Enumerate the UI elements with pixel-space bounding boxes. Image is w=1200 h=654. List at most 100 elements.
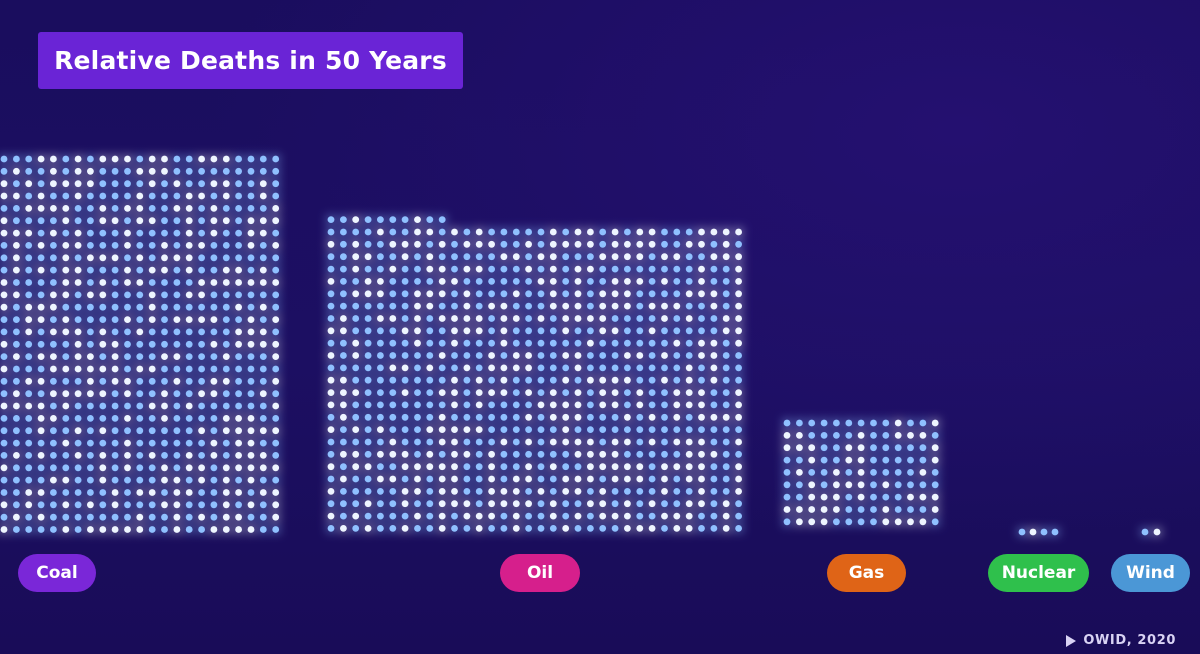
dot-coal	[222, 242, 230, 249]
dot-coal	[235, 155, 243, 163]
dot-gas	[820, 493, 828, 501]
dot-oil	[562, 438, 570, 446]
dot-coal	[173, 242, 181, 249]
dot-coal	[50, 155, 57, 163]
dot-coal	[222, 279, 230, 286]
dot-coal	[210, 167, 218, 175]
dot-oil	[549, 475, 557, 483]
dot-oil	[587, 265, 594, 273]
dot-oil	[327, 339, 335, 347]
dot-coal	[161, 501, 168, 509]
dot-oil	[624, 352, 631, 359]
dot-oil	[685, 302, 693, 310]
dot-oil	[401, 339, 409, 347]
dot-oil	[500, 426, 508, 433]
dot-oil	[389, 265, 397, 273]
dot-oil	[698, 512, 705, 520]
dot-oil	[377, 364, 384, 372]
dot-coal	[25, 427, 33, 435]
dot-coal	[136, 476, 144, 484]
dot-oil	[611, 401, 619, 409]
dot-oil	[340, 376, 347, 384]
dot-oil	[475, 413, 483, 421]
dot-coal	[111, 328, 119, 336]
dot-coal	[0, 328, 8, 336]
dot-gas	[870, 469, 877, 476]
dot-oil	[673, 389, 681, 396]
dot-coal	[247, 192, 255, 200]
dot-oil	[648, 389, 656, 396]
dot-oil	[451, 265, 458, 273]
dot-coal	[185, 340, 193, 348]
dot-coal	[0, 513, 8, 521]
dot-oil	[735, 302, 742, 310]
dot-oil	[624, 228, 631, 236]
dot-oil	[549, 315, 557, 322]
dot-oil	[562, 339, 570, 347]
dot-oil	[599, 389, 607, 396]
dot-coal	[247, 365, 255, 373]
dot-oil	[710, 352, 718, 359]
dot-oil	[389, 500, 397, 508]
dot-oil	[661, 315, 668, 322]
dot-oil	[327, 401, 335, 409]
dot-oil	[722, 401, 730, 409]
dot-oil	[512, 352, 520, 359]
dot-oil	[500, 228, 508, 236]
dot-oil	[340, 525, 347, 532]
dot-oil	[599, 376, 607, 384]
dot-gas	[857, 469, 865, 476]
dot-oil	[611, 290, 619, 298]
dot-oil	[389, 364, 397, 372]
dot-coal	[25, 155, 33, 163]
dot-oil	[500, 327, 508, 335]
dot-oil	[611, 253, 619, 261]
dot-gas	[907, 456, 914, 464]
dot-oil	[414, 315, 421, 322]
dot-oil	[549, 376, 557, 384]
dot-coal	[62, 180, 70, 188]
dot-coal	[124, 476, 131, 484]
dot-oil	[636, 438, 644, 446]
dot-coal	[124, 217, 131, 225]
dot-oil	[438, 265, 446, 273]
dot-coal	[25, 439, 33, 447]
dot-coal	[25, 501, 33, 509]
dot-coal	[37, 303, 45, 311]
dot-oil	[722, 438, 730, 446]
dot-oil	[512, 426, 520, 433]
dot-coal	[25, 279, 33, 286]
dot-coal	[259, 192, 267, 200]
dot-coal	[210, 439, 218, 447]
dot-oil	[636, 500, 644, 508]
dot-oil	[574, 265, 582, 273]
dot-coal	[272, 452, 280, 459]
dot-oil	[377, 240, 384, 248]
dot-coal	[25, 291, 33, 299]
dot-oil	[685, 475, 693, 483]
dot-oil	[451, 512, 458, 520]
dot-oil	[735, 413, 742, 421]
dot-oil	[698, 413, 705, 421]
dot-coal	[136, 217, 144, 225]
dot-oil	[500, 290, 508, 298]
dot-oil	[389, 315, 397, 322]
dot-oil	[426, 450, 434, 458]
dot-coal	[210, 242, 218, 249]
dot-gas	[870, 506, 877, 513]
dot-oil	[624, 339, 631, 347]
dot-oil	[624, 364, 631, 372]
dot-oil	[636, 228, 644, 236]
dot-coal	[25, 340, 33, 348]
dot-coal	[173, 377, 181, 385]
dot-coal	[50, 328, 57, 336]
dot-oil	[636, 352, 644, 359]
dot-oil	[599, 463, 607, 471]
dot-coal	[259, 217, 267, 225]
dot-coal	[185, 439, 193, 447]
dot-gas	[870, 518, 877, 526]
dot-gas	[833, 481, 840, 489]
dot-coal	[25, 242, 33, 249]
dot-oil	[562, 525, 570, 532]
